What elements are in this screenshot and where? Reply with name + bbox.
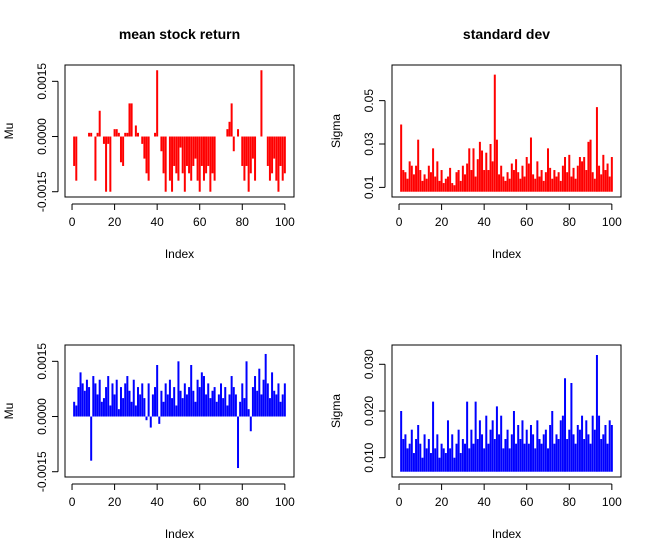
x-tick-label: 40 (150, 495, 164, 509)
y-tick-label: -0.0015 (35, 171, 49, 212)
x-tick-label: 20 (108, 215, 122, 229)
y-tick-label: 0.03 (362, 132, 376, 156)
x-tick-label: 60 (193, 495, 207, 509)
x-axis: 0 20 40 60 80 100 (396, 483, 622, 509)
x-tick-label: 40 (477, 495, 491, 509)
y-axis: 0.01 0.03 0.05 (362, 89, 386, 199)
bars-group (400, 74, 613, 192)
x-tick-label: 20 (435, 215, 449, 229)
y-tick-label: 0.030 (362, 349, 376, 379)
bars-group (73, 353, 286, 469)
y-axis-label: Mu (2, 123, 16, 140)
y-tick-label: 0.05 (362, 89, 376, 113)
bars-group (400, 354, 613, 472)
bars-group (73, 70, 286, 192)
y-tick-label: 0.0000 (35, 118, 49, 155)
x-tick-label: 80 (563, 215, 577, 229)
x-tick-label: 100 (602, 495, 622, 509)
x-tick-label: 80 (563, 495, 577, 509)
x-tick-label: 100 (275, 215, 295, 229)
x-axis-label: Index (492, 527, 521, 541)
x-tick-label: 100 (275, 495, 295, 509)
x-tick-label: 0 (69, 495, 76, 509)
y-tick-label: -0.0015 (35, 451, 49, 492)
chart-panel-4: 0 20 40 60 80 100 0.010 0.020 0.030 Index Sigma (329, 344, 622, 541)
y-axis-label: Sigma (329, 394, 343, 428)
x-axis: 0 20 40 60 80 100 (396, 203, 622, 229)
x-axis: 0 20 40 60 80 100 (69, 203, 295, 229)
chart-title: mean stock return (119, 26, 240, 42)
y-tick-label: 0.020 (362, 396, 376, 426)
y-axis: -0.0015 0.0000 0.0015 (35, 343, 59, 492)
x-tick-label: 40 (477, 215, 491, 229)
x-axis-label: Index (165, 247, 194, 261)
x-axis-label: Index (165, 527, 194, 541)
chart-panel-3: 0 20 40 60 80 100 -0.0015 0.0000 0.0015 Index Mu (2, 343, 295, 541)
x-tick-label: 60 (520, 495, 534, 509)
y-tick-label: 0.0015 (35, 343, 49, 380)
y-tick-label: 0.0000 (35, 398, 49, 435)
x-tick-label: 80 (236, 215, 250, 229)
x-tick-label: 0 (396, 215, 403, 229)
plot-frame (391, 64, 622, 198)
y-axis: 0.010 0.020 0.030 (362, 349, 386, 473)
chart-title: standard dev (463, 26, 550, 42)
y-axis-label: Mu (2, 403, 16, 420)
x-tick-label: 40 (150, 215, 164, 229)
y-tick-label: 0.0015 (35, 63, 49, 100)
y-axis: -0.0015 0.0000 0.0015 (35, 63, 59, 212)
plot-frame (64, 344, 295, 478)
chart-panel-1: 0 20 40 60 80 100 -0.0015 0.0000 0.0015 mean stoc… (2, 26, 295, 261)
x-tick-label: 60 (520, 215, 534, 229)
plot-frame (391, 344, 622, 478)
x-tick-label: 0 (396, 495, 403, 509)
x-tick-label: 60 (193, 215, 207, 229)
chart-panel-2: 0 20 40 60 80 100 0.01 0.03 0.05 standard dev Inde… (329, 26, 622, 261)
x-tick-label: 0 (69, 215, 76, 229)
y-tick-label: 0.010 (362, 442, 376, 472)
x-axis: 0 20 40 60 80 100 (69, 483, 295, 509)
x-tick-label: 100 (602, 215, 622, 229)
plot-frame (64, 64, 295, 198)
x-axis-label: Index (492, 247, 521, 261)
x-tick-label: 20 (108, 495, 122, 509)
x-tick-label: 20 (435, 495, 449, 509)
y-axis-label: Sigma (329, 114, 343, 148)
x-tick-label: 80 (236, 495, 250, 509)
y-tick-label: 0.01 (362, 175, 376, 199)
